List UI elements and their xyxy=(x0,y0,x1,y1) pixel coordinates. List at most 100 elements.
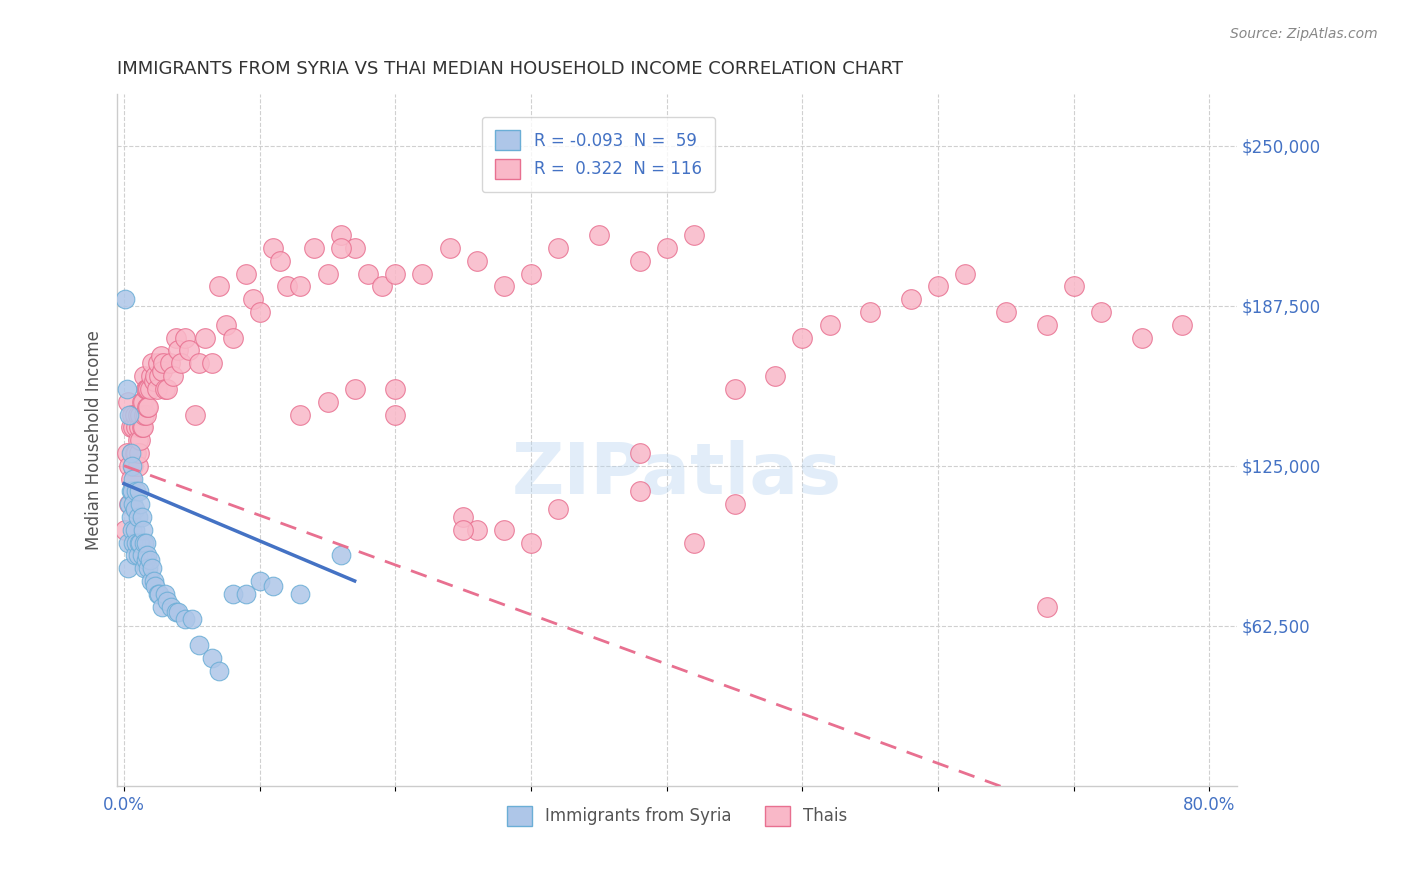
Point xyxy=(114,293,136,307)
Point xyxy=(127,549,149,563)
Point xyxy=(127,510,149,524)
Point xyxy=(221,331,243,345)
Point xyxy=(120,420,142,434)
Point xyxy=(127,458,149,473)
Point xyxy=(316,267,339,281)
Point xyxy=(156,594,179,608)
Point xyxy=(132,394,155,409)
Point xyxy=(547,502,569,516)
Point xyxy=(131,420,153,434)
Point xyxy=(124,502,146,516)
Y-axis label: Median Household Income: Median Household Income xyxy=(86,330,103,550)
Point xyxy=(141,561,163,575)
Point xyxy=(128,484,150,499)
Point xyxy=(129,497,152,511)
Point xyxy=(122,458,145,473)
Point xyxy=(174,331,197,345)
Point xyxy=(180,612,202,626)
Point xyxy=(628,446,651,460)
Point xyxy=(215,318,238,332)
Point xyxy=(143,579,166,593)
Legend: Immigrants from Syria, Thais: Immigrants from Syria, Thais xyxy=(501,799,853,833)
Text: Source: ZipAtlas.com: Source: ZipAtlas.com xyxy=(1230,27,1378,41)
Point xyxy=(1130,331,1153,345)
Point xyxy=(628,484,651,499)
Point xyxy=(128,420,150,434)
Point xyxy=(124,446,146,460)
Point xyxy=(262,579,284,593)
Point xyxy=(153,587,176,601)
Point xyxy=(900,293,922,307)
Point xyxy=(183,408,205,422)
Point xyxy=(117,394,139,409)
Point xyxy=(174,612,197,626)
Point xyxy=(723,497,745,511)
Point xyxy=(262,241,284,255)
Point xyxy=(187,356,209,370)
Point xyxy=(763,369,786,384)
Text: IMMIGRANTS FROM SYRIA VS THAI MEDIAN HOUSEHOLD INCOME CORRELATION CHART: IMMIGRANTS FROM SYRIA VS THAI MEDIAN HOU… xyxy=(117,60,903,78)
Point xyxy=(682,228,704,243)
Point xyxy=(115,446,138,460)
Point xyxy=(132,523,155,537)
Point xyxy=(127,408,149,422)
Point xyxy=(520,535,543,549)
Point xyxy=(451,510,474,524)
Point xyxy=(135,382,157,396)
Point xyxy=(201,356,224,370)
Point xyxy=(125,535,148,549)
Point xyxy=(131,394,153,409)
Point xyxy=(208,279,231,293)
Point xyxy=(139,574,162,588)
Point xyxy=(152,356,174,370)
Point xyxy=(165,605,187,619)
Point xyxy=(165,331,187,345)
Point xyxy=(114,523,136,537)
Point xyxy=(451,523,474,537)
Point xyxy=(118,497,141,511)
Point xyxy=(1035,318,1057,332)
Point xyxy=(955,267,977,281)
Point xyxy=(120,510,142,524)
Point xyxy=(167,605,190,619)
Point xyxy=(242,293,264,307)
Point xyxy=(235,267,257,281)
Point xyxy=(149,349,172,363)
Point xyxy=(201,650,224,665)
Point xyxy=(371,279,394,293)
Point xyxy=(170,356,193,370)
Point xyxy=(1090,305,1112,319)
Point xyxy=(136,382,159,396)
Point xyxy=(115,382,138,396)
Point xyxy=(330,241,353,255)
Point xyxy=(122,535,145,549)
Point xyxy=(124,523,146,537)
Point xyxy=(121,523,143,537)
Point xyxy=(628,253,651,268)
Point xyxy=(269,253,291,268)
Point xyxy=(120,471,142,485)
Point xyxy=(1063,279,1085,293)
Point xyxy=(167,343,190,358)
Point xyxy=(138,400,160,414)
Point xyxy=(384,408,406,422)
Point xyxy=(343,241,366,255)
Point xyxy=(1035,599,1057,614)
Point xyxy=(138,561,160,575)
Point xyxy=(136,549,159,563)
Point xyxy=(723,382,745,396)
Point xyxy=(994,305,1017,319)
Point xyxy=(150,364,173,378)
Point xyxy=(139,382,162,396)
Point xyxy=(492,279,515,293)
Point xyxy=(330,549,353,563)
Point xyxy=(153,382,176,396)
Point xyxy=(235,587,257,601)
Point xyxy=(330,228,353,243)
Point xyxy=(150,599,173,614)
Point xyxy=(121,408,143,422)
Point xyxy=(135,535,157,549)
Point xyxy=(122,497,145,511)
Point xyxy=(117,561,139,575)
Point xyxy=(124,408,146,422)
